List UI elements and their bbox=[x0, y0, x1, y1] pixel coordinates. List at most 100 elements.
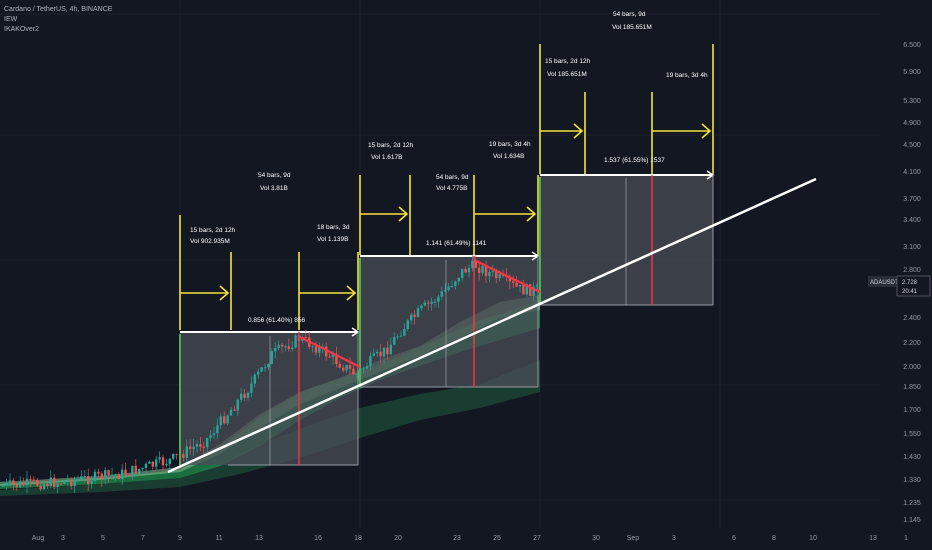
candle-body bbox=[260, 367, 263, 372]
price-label: 1.850 bbox=[903, 384, 921, 391]
candle-body bbox=[461, 268, 464, 278]
cycle1-range: 0.856 (61.40%) 856 bbox=[248, 317, 305, 324]
candle-body bbox=[66, 480, 69, 482]
candle-body bbox=[151, 461, 154, 467]
candle-body bbox=[287, 346, 290, 349]
candle-body bbox=[325, 346, 328, 357]
candle-body bbox=[321, 346, 324, 348]
candle-body bbox=[355, 373, 358, 375]
price-label: 2.200 bbox=[903, 340, 921, 347]
candle-body bbox=[76, 479, 80, 481]
time-axis[interactable]: Aug 3 5 7 9 11 13 16 18 20 23 25 27 30 S… bbox=[32, 535, 908, 542]
cycle1-pullback-bars: 18 bars, 3d bbox=[317, 224, 350, 231]
candle-body bbox=[331, 354, 335, 358]
candle-body bbox=[522, 285, 525, 295]
price-label: 4.500 bbox=[903, 142, 921, 149]
candle-body bbox=[406, 320, 409, 329]
candle-body bbox=[484, 266, 488, 277]
cycle3-entry-vol: Vol 185.651M bbox=[547, 71, 587, 78]
candle-body bbox=[25, 478, 29, 486]
time-label: 13 bbox=[869, 535, 877, 542]
pullback-trendlines bbox=[299, 259, 541, 368]
time-label: 9 bbox=[178, 535, 182, 542]
candle-body bbox=[335, 354, 338, 364]
candle-body bbox=[369, 355, 372, 367]
candle-body bbox=[467, 268, 471, 273]
candle-body bbox=[454, 281, 457, 286]
chart-legend[interactable]: Cardano / TetherUS, 4h, BINANCE IEW IKAK… bbox=[4, 5, 112, 35]
candle-body bbox=[172, 453, 175, 459]
candle-body bbox=[29, 478, 32, 480]
time-label: Sep bbox=[627, 535, 640, 542]
candle-body bbox=[53, 477, 56, 488]
candle-body bbox=[508, 276, 511, 282]
time-label: 25 bbox=[493, 535, 501, 542]
candle-body bbox=[32, 479, 35, 481]
cycle3-entry-bars: 15 bars, 2d 12h bbox=[545, 58, 591, 65]
candle-body bbox=[532, 286, 535, 296]
indicator-iew[interactable]: IEW bbox=[4, 16, 18, 23]
candle-body bbox=[5, 482, 8, 486]
time-label: 10 bbox=[809, 535, 817, 542]
candle-body bbox=[39, 485, 42, 490]
symbol-title[interactable]: Cardano / TetherUS, 4h, BINANCE bbox=[4, 6, 113, 13]
candle-body bbox=[382, 347, 386, 357]
candle-body bbox=[134, 465, 137, 474]
current-price-tag: ADAUSDT 2.728 20:41 bbox=[868, 275, 931, 297]
candle-body bbox=[444, 289, 447, 292]
candle-body bbox=[389, 344, 392, 355]
candle-body bbox=[529, 284, 532, 296]
candle-body bbox=[365, 366, 369, 369]
candle-body bbox=[93, 471, 97, 481]
candle-body bbox=[535, 285, 539, 287]
candle-body bbox=[2, 485, 5, 487]
cycle2-pullback-bars: 19 bars, 3d 4h bbox=[489, 141, 531, 148]
time-label: 16 bbox=[314, 535, 322, 542]
candle-body bbox=[100, 473, 103, 480]
candle-body bbox=[236, 399, 239, 411]
time-label: 11 bbox=[215, 535, 222, 542]
candle-body bbox=[399, 335, 403, 337]
candle-body bbox=[376, 351, 379, 354]
candle-body bbox=[416, 308, 420, 317]
candle-body bbox=[80, 476, 83, 480]
candle-body bbox=[362, 368, 365, 370]
candle-body bbox=[70, 480, 73, 487]
candle-body bbox=[46, 483, 49, 487]
countdown: 20:41 bbox=[902, 289, 918, 295]
candle-body bbox=[19, 481, 22, 487]
price-label: 3.700 bbox=[903, 196, 921, 203]
candle-body bbox=[294, 335, 297, 348]
indicator-ikakover2[interactable]: IKAKOver2 bbox=[4, 26, 40, 33]
candle-body bbox=[229, 409, 233, 416]
cycle1-entry-bars: 15 bars, 2d 12h bbox=[190, 227, 236, 234]
candle-body bbox=[481, 266, 484, 273]
candle-body bbox=[413, 314, 416, 317]
cycle2-entry-bars: 15 bars, 2d 12h bbox=[368, 142, 414, 149]
cycle2-pullback-vol: Vol 1.634B bbox=[493, 153, 524, 160]
price-axis[interactable]: 6.500 5.900 5.300 4.900 4.500 4.100 3.70… bbox=[868, 42, 931, 524]
candle-body bbox=[393, 337, 396, 345]
candle-body bbox=[250, 383, 253, 393]
candle-body bbox=[73, 480, 76, 487]
candle-body bbox=[284, 346, 287, 348]
candle-body bbox=[386, 347, 389, 355]
time-label: 20 bbox=[394, 535, 402, 542]
candle-body bbox=[423, 302, 426, 306]
candle-body bbox=[471, 260, 474, 269]
candle-body bbox=[447, 286, 450, 290]
candle-body bbox=[97, 471, 100, 474]
candle-body bbox=[90, 480, 93, 485]
projection-boxes bbox=[180, 170, 715, 466]
candle-body bbox=[192, 446, 195, 450]
candle-body bbox=[165, 463, 168, 466]
candle-body bbox=[182, 454, 185, 458]
candle-body bbox=[342, 367, 345, 371]
candle-body bbox=[464, 268, 467, 273]
price-label: 4.900 bbox=[903, 120, 921, 127]
candle-body bbox=[110, 474, 114, 476]
cycle2-entry-vol: Vol 1.617B bbox=[371, 154, 402, 161]
candle-body bbox=[158, 457, 161, 460]
candle-body bbox=[263, 367, 267, 369]
